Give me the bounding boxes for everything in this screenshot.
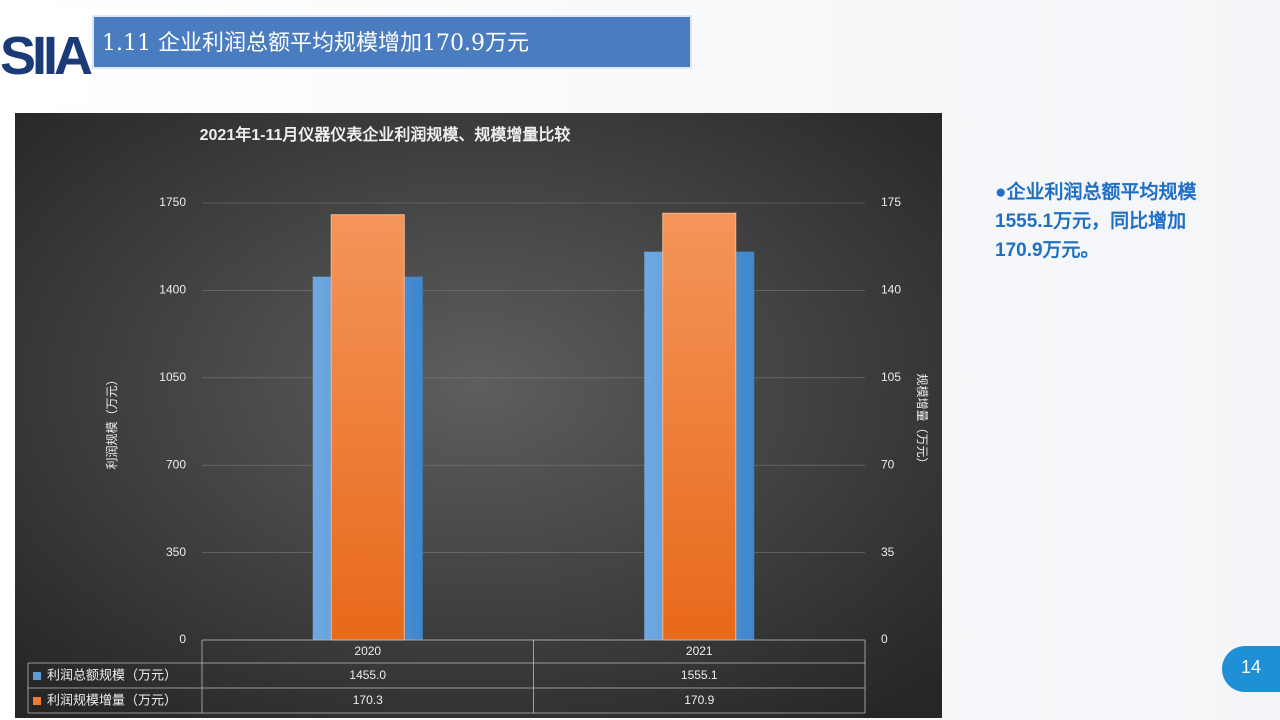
y-tick-label: 700: [166, 457, 186, 471]
table-value: 1555.1: [681, 668, 718, 682]
chart: 2021年1-11月仪器仪表企业利润规模、规模增量比较 035070010501…: [15, 113, 942, 718]
table-value: 170.3: [353, 693, 383, 707]
y-tick-label: 350: [166, 545, 186, 559]
slide-title: 1.11 企业利润总额平均规模增加170.9万元: [92, 15, 692, 69]
y2-axis-label: 规模增量（万元）: [915, 373, 930, 469]
x-tick-label: 2021: [686, 644, 713, 658]
y-axis-label: 利润规模（万元）: [104, 373, 119, 469]
x-tick-label: 2020: [354, 644, 381, 658]
bar: [662, 212, 737, 641]
y-tick-label: 1750: [159, 195, 186, 209]
y-tick-label: 1050: [159, 370, 186, 384]
chart-title: 2021年1-11月仪器仪表企业利润规模、规模增量比较: [200, 125, 571, 144]
logo: SIIA: [0, 12, 93, 100]
legend-swatch: [33, 697, 41, 705]
y2-tick-label: 175: [881, 195, 901, 209]
legend-swatch: [33, 672, 41, 680]
chart-background: [15, 113, 942, 718]
y2-tick-label: 140: [881, 283, 901, 297]
bar: [330, 214, 405, 641]
y2-tick-label: 0: [881, 632, 888, 646]
legend-label: 利润总额规模（万元）: [47, 667, 177, 682]
y2-tick-label: 35: [881, 545, 895, 559]
y2-tick-label: 70: [881, 457, 895, 471]
table-value: 170.9: [684, 693, 714, 707]
y2-tick-label: 105: [881, 370, 901, 384]
y-tick-label: 0: [179, 632, 186, 646]
legend-label: 利润规模增量（万元）: [47, 692, 177, 707]
y-tick-label: 1400: [159, 283, 186, 297]
page-number: 14: [1222, 646, 1280, 692]
bullet-text: ●企业利润总额平均规模1555.1万元，同比增加170.9万元。: [995, 182, 1197, 261]
table-value: 1455.0: [349, 668, 386, 682]
